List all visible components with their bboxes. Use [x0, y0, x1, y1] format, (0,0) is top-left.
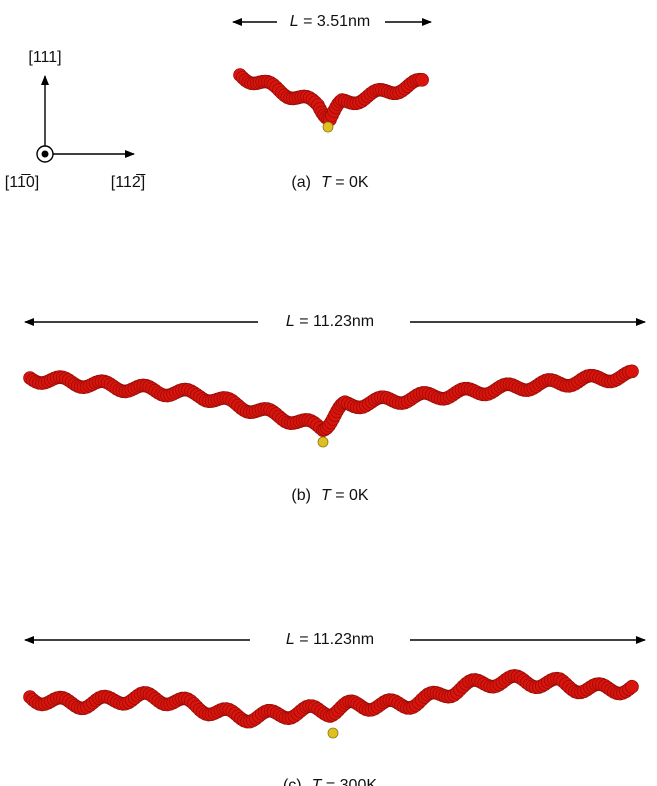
temperature-symbol: T: [321, 487, 332, 504]
axis-label: [11̅0]: [5, 173, 39, 191]
panel-label: (a): [291, 174, 311, 191]
panel-caption: (a) T = 0K: [291, 174, 368, 191]
panel-caption: (b) T = 0K: [291, 487, 368, 504]
axis-label: [112̅]: [111, 173, 146, 191]
dislocation-atom: [625, 364, 639, 379]
dislocation-atom: [415, 73, 429, 87]
length-label: L = 3.51nm: [290, 13, 371, 30]
length-value: = 11.23nm: [295, 631, 374, 648]
length-symbol: L: [286, 631, 295, 648]
panel-caption: (c) T = 300K: [283, 777, 377, 786]
temperature-symbol: T: [321, 174, 332, 191]
panel: L = 3.51nm (a) T = 0K: [232, 13, 432, 191]
axis-label: [111]: [28, 49, 61, 66]
length-symbol: L: [290, 13, 299, 30]
length-symbol: L: [286, 313, 295, 330]
temperature-value: = 0K: [331, 174, 369, 191]
panel: L = 11.23nm (b) T = 0K: [23, 313, 646, 504]
out-of-plane-dot: [41, 150, 49, 158]
solute-atom: [317, 436, 329, 448]
temperature-value: = 0K: [331, 487, 369, 504]
temperature-symbol: T: [312, 777, 323, 786]
orientation-axes: [111] [11̅0] [112̅]: [5, 49, 146, 191]
panel: L = 11.23nm (c) T = 300K: [23, 631, 646, 786]
solute-atom: [322, 121, 334, 133]
dislocation-atom: [625, 679, 639, 694]
solute-atom: [327, 727, 339, 739]
temperature-value: = 300K: [321, 777, 377, 786]
length-label: L = 11.23nm: [286, 631, 374, 648]
panel-label: (b): [291, 487, 311, 504]
panel-label: (c): [283, 777, 302, 786]
length-label: L = 11.23nm: [286, 313, 374, 330]
length-value: = 3.51nm: [299, 13, 371, 30]
length-value: = 11.23nm: [295, 313, 374, 330]
